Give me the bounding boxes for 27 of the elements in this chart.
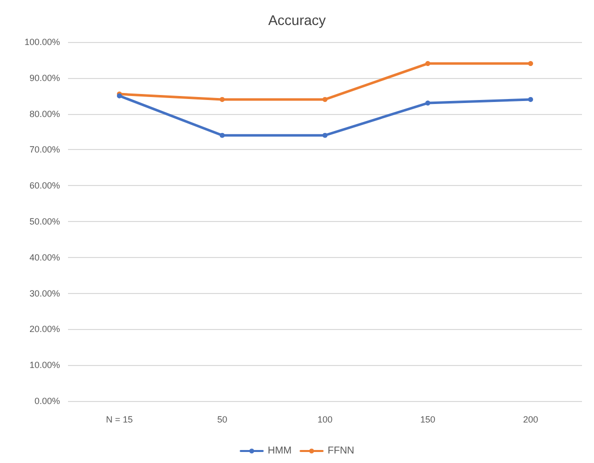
point bbox=[220, 96, 225, 102]
y-tick-label: 40.00% bbox=[29, 252, 60, 262]
x-tick-label: 150 bbox=[420, 414, 436, 424]
y-tick-label: 100.00% bbox=[24, 37, 60, 47]
legend-label: HMM bbox=[268, 446, 292, 456]
y-tick-label: 90.00% bbox=[29, 72, 60, 83]
y-tick-label: 0.00% bbox=[34, 396, 60, 406]
legend-label: FFNN bbox=[328, 446, 354, 456]
x-tick-label: 50 bbox=[217, 414, 228, 424]
point bbox=[425, 100, 430, 106]
point bbox=[322, 132, 328, 138]
point bbox=[322, 96, 328, 102]
chart-title: Accuracy bbox=[268, 12, 326, 28]
y-tick-label: 80.00% bbox=[29, 108, 60, 119]
point bbox=[528, 96, 534, 102]
point bbox=[220, 132, 225, 138]
y-tick-label: 30.00% bbox=[29, 288, 60, 298]
y-tick-label: 60.00% bbox=[29, 180, 60, 191]
point bbox=[425, 61, 430, 66]
x-tick-label: N = 15 bbox=[106, 414, 133, 424]
y-tick-label: 10.00% bbox=[29, 360, 60, 370]
x-tick-label: 200 bbox=[523, 414, 538, 424]
y-tick-label: 70.00% bbox=[29, 144, 60, 155]
y-tick-label: 50.00% bbox=[29, 216, 60, 226]
x-tick-label: 100 bbox=[317, 414, 333, 424]
point bbox=[528, 61, 534, 66]
y-tick-label: 20.00% bbox=[29, 324, 60, 334]
